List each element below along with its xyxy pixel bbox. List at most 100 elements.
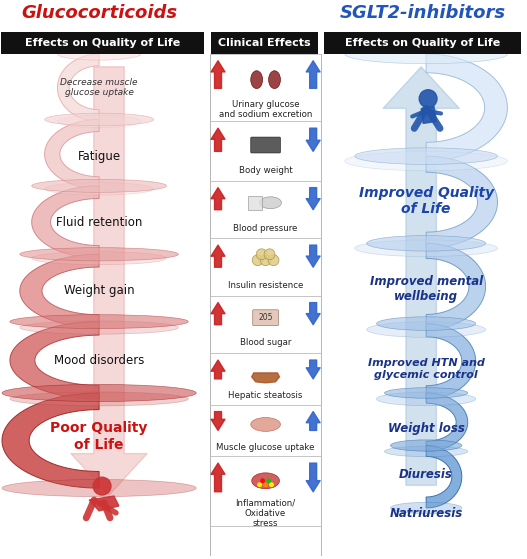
Text: Effects on Quality of Life: Effects on Quality of Life (25, 38, 180, 48)
FancyArrowPatch shape (306, 188, 320, 210)
FancyBboxPatch shape (248, 196, 261, 210)
Ellipse shape (377, 392, 476, 406)
Text: Insulin resistence: Insulin resistence (228, 281, 303, 290)
Circle shape (269, 482, 274, 487)
FancyArrowPatch shape (306, 411, 320, 430)
Text: 205: 205 (258, 313, 273, 322)
Ellipse shape (45, 183, 153, 195)
Text: SGLT2-inhibitors: SGLT2-inhibitors (340, 4, 506, 22)
Text: Fatigue: Fatigue (77, 150, 121, 163)
FancyArrowPatch shape (306, 360, 320, 379)
Text: Natriuresis: Natriuresis (389, 508, 463, 520)
Text: Improved mental
wellbeing: Improved mental wellbeing (369, 275, 483, 303)
Text: Weight gain: Weight gain (64, 285, 134, 297)
Text: Poor Quality
of Life: Poor Quality of Life (51, 421, 148, 452)
FancyArrowPatch shape (383, 67, 460, 485)
Polygon shape (426, 393, 468, 452)
Text: Muscle glucose uptake: Muscle glucose uptake (217, 443, 315, 452)
Ellipse shape (20, 321, 178, 334)
Polygon shape (426, 324, 476, 399)
Ellipse shape (10, 315, 188, 329)
Polygon shape (252, 373, 279, 383)
FancyArrowPatch shape (211, 411, 225, 430)
Text: Diuresis: Diuresis (399, 468, 453, 481)
Ellipse shape (345, 151, 508, 170)
FancyBboxPatch shape (251, 137, 280, 153)
Text: Effects on Quality of Life: Effects on Quality of Life (345, 38, 500, 48)
Text: Mood disorders: Mood disorders (54, 354, 144, 367)
Ellipse shape (32, 179, 167, 192)
Ellipse shape (260, 197, 281, 209)
Ellipse shape (2, 385, 196, 401)
Ellipse shape (10, 392, 188, 406)
FancyBboxPatch shape (253, 310, 278, 326)
Text: Hepatic steatosis: Hepatic steatosis (228, 391, 303, 400)
FancyArrowPatch shape (71, 67, 147, 495)
Text: Urinary glucose
and sodium excretion: Urinary glucose and sodium excretion (219, 100, 313, 119)
FancyArrowPatch shape (211, 302, 225, 325)
FancyArrowPatch shape (306, 302, 320, 325)
Ellipse shape (57, 48, 141, 60)
Polygon shape (45, 120, 99, 189)
FancyArrowPatch shape (211, 128, 225, 151)
Circle shape (266, 479, 271, 483)
Ellipse shape (355, 240, 497, 257)
Text: Weight loss: Weight loss (388, 422, 465, 435)
FancyArrowPatch shape (211, 188, 225, 210)
FancyArrowPatch shape (306, 61, 320, 88)
Ellipse shape (385, 446, 468, 457)
Ellipse shape (391, 440, 462, 451)
FancyArrowPatch shape (211, 61, 225, 88)
Polygon shape (421, 107, 436, 124)
Ellipse shape (367, 235, 485, 251)
Text: Blood pressure: Blood pressure (233, 224, 298, 233)
Circle shape (252, 255, 263, 266)
Circle shape (260, 479, 265, 483)
Text: Improved Quality
of Life: Improved Quality of Life (358, 186, 494, 216)
Ellipse shape (391, 503, 462, 514)
FancyBboxPatch shape (1, 32, 204, 54)
Ellipse shape (269, 71, 280, 88)
Circle shape (263, 482, 268, 487)
Ellipse shape (2, 480, 196, 496)
Ellipse shape (57, 115, 141, 127)
Circle shape (264, 249, 275, 260)
Text: Blood sugar: Blood sugar (240, 339, 291, 348)
Polygon shape (426, 446, 462, 508)
Text: Inflammation/
Oxidative
stress: Inflammation/ Oxidative stress (236, 499, 296, 528)
Circle shape (268, 255, 279, 266)
Ellipse shape (377, 317, 476, 330)
Polygon shape (10, 321, 99, 399)
Ellipse shape (355, 148, 497, 164)
FancyArrowPatch shape (306, 463, 320, 492)
Ellipse shape (45, 113, 153, 126)
Polygon shape (89, 496, 119, 511)
Polygon shape (426, 156, 497, 248)
Circle shape (419, 90, 437, 107)
Ellipse shape (252, 473, 279, 489)
Circle shape (256, 249, 267, 260)
Ellipse shape (367, 322, 485, 337)
FancyArrowPatch shape (306, 128, 320, 151)
Circle shape (257, 482, 262, 487)
Text: Improved HTN and
glycemic control: Improved HTN and glycemic control (368, 358, 484, 380)
Text: Body weight: Body weight (239, 165, 292, 175)
Polygon shape (2, 393, 99, 488)
Ellipse shape (251, 71, 262, 88)
Polygon shape (20, 254, 99, 328)
Text: Glucocorticoids: Glucocorticoids (21, 4, 177, 22)
Polygon shape (57, 54, 99, 121)
FancyBboxPatch shape (324, 32, 521, 54)
Circle shape (260, 255, 271, 266)
Ellipse shape (20, 248, 178, 261)
Text: Decrease muscle
glucose uptake: Decrease muscle glucose uptake (61, 78, 138, 97)
Text: Clinical Effects: Clinical Effects (218, 38, 311, 48)
Ellipse shape (32, 252, 167, 265)
Polygon shape (32, 186, 99, 258)
Ellipse shape (385, 388, 468, 398)
FancyArrowPatch shape (211, 245, 225, 267)
Ellipse shape (251, 418, 280, 432)
FancyBboxPatch shape (211, 32, 318, 54)
Polygon shape (426, 54, 508, 161)
FancyArrowPatch shape (306, 245, 320, 267)
